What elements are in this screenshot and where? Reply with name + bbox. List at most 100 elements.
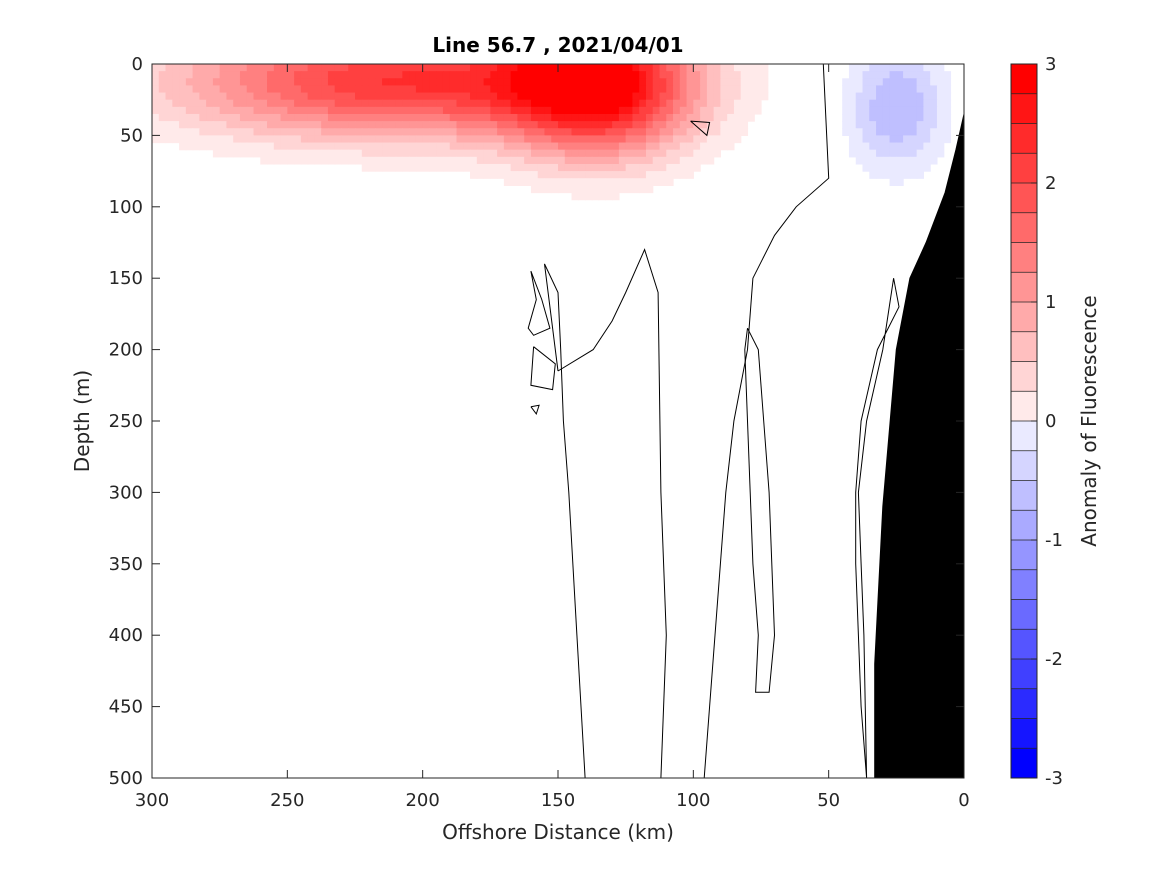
heatmap-cell	[246, 106, 255, 115]
heatmap-cell	[585, 185, 593, 194]
heatmap-cell	[206, 106, 214, 115]
heatmap-cell	[605, 128, 613, 136]
heatmap-cell	[456, 106, 464, 115]
heatmap-cell	[862, 121, 870, 129]
heatmap-cell	[916, 106, 924, 115]
heatmap-cell	[246, 64, 255, 72]
heatmap-cell	[382, 163, 390, 172]
heatmap-cell	[212, 135, 221, 144]
heatmap-cell	[652, 92, 661, 101]
heatmap-cell	[267, 128, 275, 136]
heatmap-cell	[253, 71, 261, 79]
heatmap-cell	[848, 64, 857, 72]
heatmap-cell	[645, 149, 654, 158]
heatmap-cell	[530, 99, 539, 108]
heatmap-cell	[639, 92, 647, 101]
heatmap-cell	[152, 135, 160, 144]
heatmap-cell	[388, 142, 397, 151]
heatmap-cell	[923, 92, 931, 101]
zero-contours	[527, 64, 900, 778]
heatmap-cell	[239, 64, 248, 72]
heatmap-cell	[327, 156, 336, 165]
heatmap-cell	[618, 71, 627, 79]
heatmap-cell	[388, 163, 397, 172]
heatmap-cell	[700, 92, 708, 101]
heatmap-cell	[212, 85, 221, 94]
colorbar-swatch	[1011, 93, 1037, 124]
heatmap-cell	[449, 128, 458, 136]
heatmap-cell	[503, 71, 512, 79]
heatmap-cell	[571, 113, 579, 122]
heatmap-cell	[503, 106, 512, 115]
heatmap-cell	[733, 121, 742, 129]
heatmap-cell	[936, 99, 945, 108]
heatmap-cell	[618, 156, 627, 165]
heatmap-cell	[158, 113, 167, 122]
heatmap-cell	[747, 78, 755, 87]
heatmap-cell	[882, 163, 891, 172]
heatmap-cell	[152, 64, 160, 72]
heatmap-cell	[294, 85, 302, 94]
heatmap-cell	[239, 99, 248, 108]
heatmap-cell	[463, 92, 471, 101]
heatmap-cell	[395, 142, 403, 151]
heatmap-cell	[537, 78, 546, 87]
zero-contour-line	[690, 120, 711, 137]
heatmap-cell	[578, 171, 586, 179]
heatmap-cell	[889, 92, 897, 101]
heatmap-cell	[740, 113, 749, 122]
heatmap-cell	[936, 85, 945, 94]
heatmap-cell	[605, 163, 613, 172]
heatmap-cell	[206, 99, 214, 108]
heatmap-cell	[470, 92, 478, 101]
heatmap-cell	[896, 64, 904, 72]
heatmap-cell	[625, 92, 634, 101]
heatmap-cell	[605, 78, 613, 87]
heatmap-cell	[537, 156, 546, 165]
heatmap-cell	[219, 64, 228, 72]
heatmap-cell	[632, 163, 640, 172]
heatmap-cell	[415, 156, 424, 165]
heatmap-cell	[172, 113, 180, 122]
heatmap-cell	[321, 106, 329, 115]
heatmap-cell	[185, 121, 194, 129]
heatmap-cell	[869, 135, 877, 144]
heatmap-cell	[720, 78, 728, 87]
heatmap-cell	[936, 78, 945, 87]
heatmap-cell	[679, 142, 688, 151]
heatmap-cell	[659, 171, 667, 179]
heatmap-cell	[564, 149, 573, 158]
heatmap-cell	[903, 78, 911, 87]
heatmap-cell	[889, 113, 897, 122]
heatmap-cell	[666, 71, 674, 79]
heatmap-cell	[876, 135, 884, 144]
heatmap-cell	[375, 156, 383, 165]
heatmap-cell	[733, 113, 742, 122]
heatmap-cell	[598, 156, 606, 165]
heatmap-cell	[869, 85, 877, 94]
heatmap-cell	[524, 142, 532, 151]
heatmap-cell	[490, 149, 498, 158]
heatmap-cell	[530, 185, 539, 194]
heatmap-cell	[700, 99, 708, 108]
heatmap-cell	[558, 149, 566, 158]
heatmap-cell	[558, 99, 566, 108]
heatmap-cell	[916, 121, 924, 129]
heatmap-cell	[673, 106, 681, 115]
heatmap-cell	[246, 113, 255, 122]
heatmap-cell	[645, 128, 654, 136]
heatmap-cell	[679, 156, 688, 165]
zero-contour-line	[855, 278, 900, 778]
heatmap-cell	[761, 92, 769, 101]
heatmap-cell	[267, 121, 275, 129]
heatmap-cell	[686, 135, 694, 144]
zero-contour-line	[530, 404, 540, 415]
heatmap-cell	[422, 121, 431, 129]
heatmap-cell	[618, 128, 627, 136]
heatmap-cell	[273, 142, 282, 151]
heatmap-cell	[605, 142, 613, 151]
heatmap-cell	[625, 171, 634, 179]
heatmap-cell	[152, 121, 160, 129]
heatmap-cell	[287, 142, 295, 151]
zero-contour-line	[703, 64, 830, 778]
